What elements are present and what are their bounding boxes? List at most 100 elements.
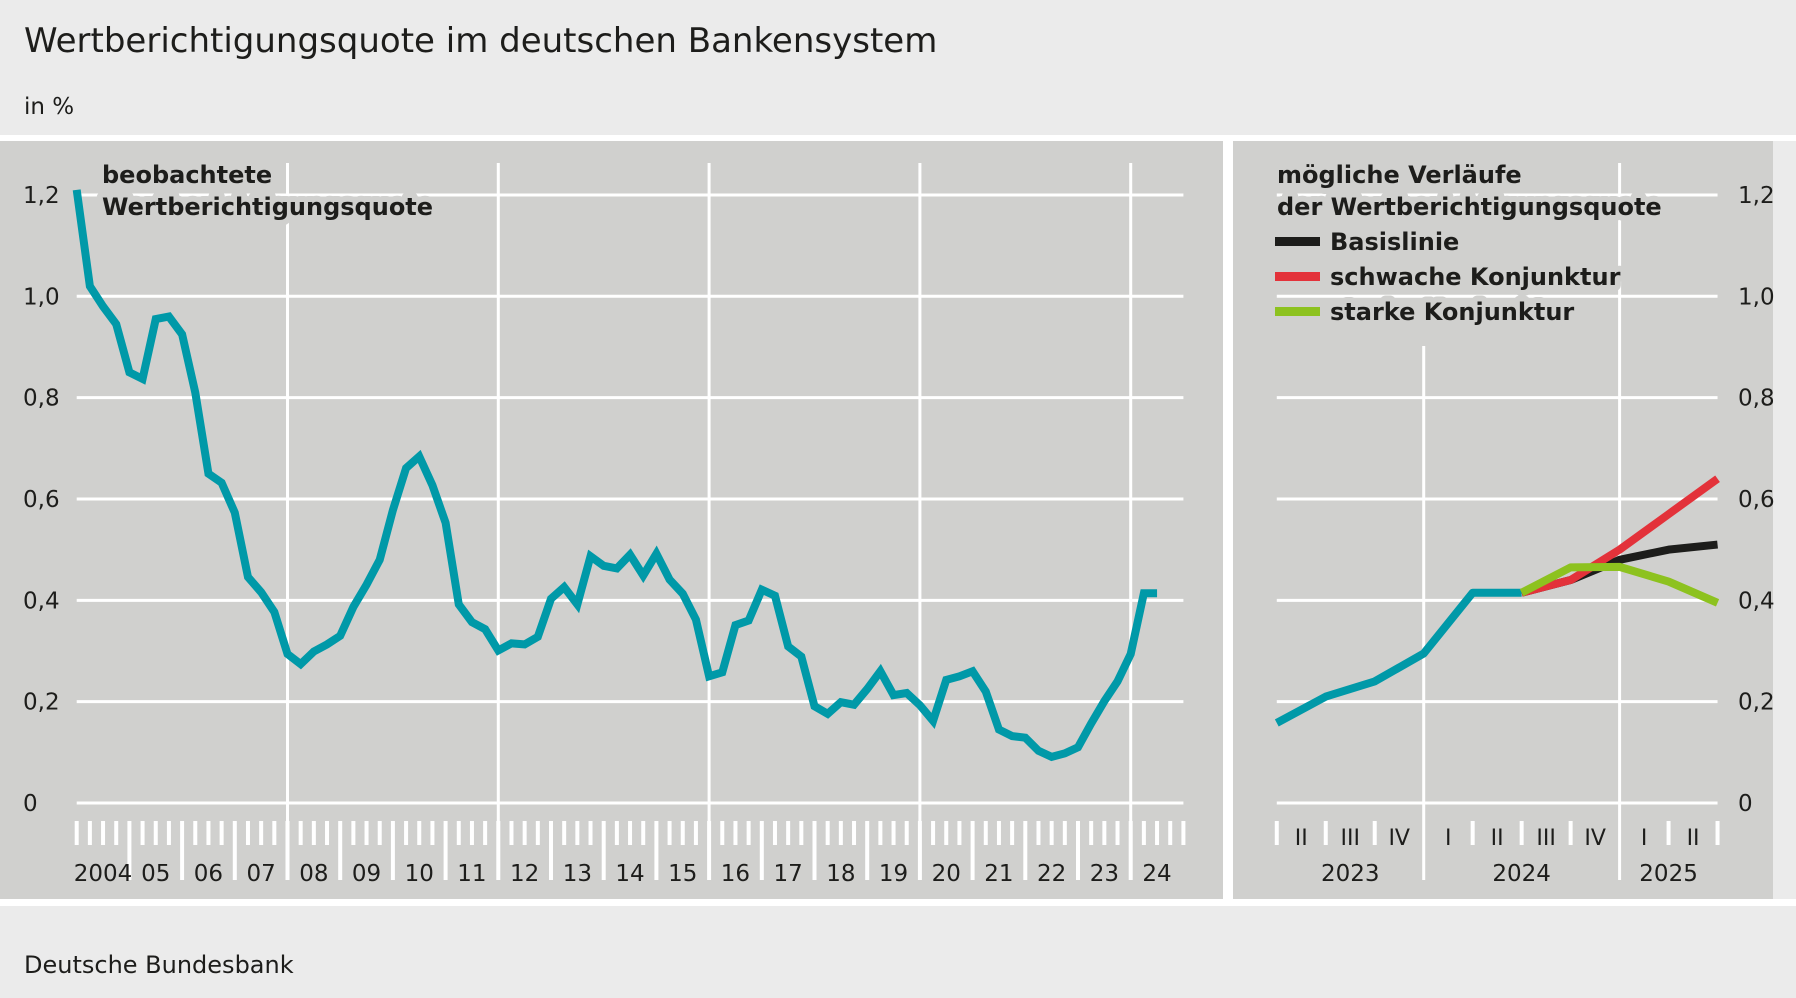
legend-label: starke Konjunktur [1330, 298, 1574, 326]
quarter-label: II [1491, 826, 1504, 851]
year-tick [759, 821, 764, 880]
y-tick-label: 0 [23, 791, 38, 817]
quarter-tick [166, 821, 171, 845]
y-tick-label: 1,2 [23, 183, 60, 209]
quarter-label: III [1341, 826, 1360, 851]
quarter-tick [469, 821, 474, 845]
legend-label: schwache Konjunktur [1330, 263, 1621, 291]
y-tick-label: 0 [1738, 791, 1753, 817]
quarter-tick [1036, 821, 1041, 845]
quarter-tick [74, 821, 79, 845]
quarter-tick [628, 821, 633, 845]
y-tick-label: 1,0 [23, 284, 60, 310]
year-label: 2023 [1321, 861, 1380, 887]
x-tick-label: 10 [405, 861, 434, 887]
quarter-tick [245, 821, 250, 845]
x-tick-label: 11 [457, 861, 486, 887]
right-panel [1233, 141, 1773, 899]
observed-series-line [72, 189, 1158, 762]
x-tick-label: 13 [563, 861, 592, 887]
year-tick [232, 821, 237, 880]
x-tick-label: 15 [668, 861, 697, 887]
quarter-tick [1666, 821, 1671, 845]
quarter-tick [562, 821, 567, 845]
x-tick-label: 14 [615, 861, 644, 887]
quarter-tick [1181, 821, 1186, 845]
quarter-tick [1141, 821, 1146, 845]
y-tick-label: 0,6 [1738, 487, 1775, 513]
quarter-tick [153, 821, 158, 845]
year-label: 2024 [1492, 861, 1551, 887]
quarter-label: II [1687, 826, 1700, 851]
year-tick [338, 821, 343, 880]
top-divider [0, 135, 1796, 141]
x-tick-label: 17 [774, 861, 803, 887]
x-tick-label: 22 [1037, 861, 1066, 887]
quarter-tick [206, 821, 211, 845]
y-tick-label: 0,8 [23, 386, 60, 412]
quarter-tick [272, 821, 277, 845]
quarter-tick [259, 821, 264, 845]
quarter-tick [1115, 821, 1120, 845]
panel-separator [1223, 141, 1233, 899]
observed-series-line [1274, 588, 1522, 727]
quarter-label: I [1641, 826, 1648, 851]
y-tick-label: 0,2 [23, 690, 60, 716]
quarter-label: I [1445, 826, 1452, 851]
y-tick-label: 1,2 [1738, 183, 1775, 209]
legend-title: mögliche Verläufe [1277, 161, 1522, 189]
quarter-tick [1274, 821, 1279, 845]
quarter-tick [140, 821, 145, 845]
x-tick-label: 21 [984, 861, 1013, 887]
x-tick-label: 12 [510, 861, 539, 887]
quarter-tick [852, 821, 857, 845]
observed-chart: 0 0,2 0,4 0,6 0,8 1,0 1,2 2004 05 06 07 08 09 10 11 12 1… [23, 155, 1186, 887]
x-tick-label: 20 [932, 861, 961, 887]
y-tick-label: 1,0 [1738, 284, 1775, 310]
quarter-tick [522, 821, 527, 845]
strong-economy-series-line [1519, 562, 1720, 607]
quarter-label: IV [1388, 826, 1410, 851]
year-tick [390, 821, 395, 880]
quarter-tick [1715, 821, 1720, 845]
x-tick-label: 05 [141, 861, 170, 887]
series-label: Wertberichtigungsquote [102, 193, 433, 221]
quarter-tick [786, 821, 791, 845]
quarter-tick [101, 821, 106, 845]
unit-label: in % [24, 94, 74, 120]
quarter-tick [680, 821, 685, 845]
quarter-tick [667, 821, 672, 845]
x-tick-label: 08 [299, 861, 328, 887]
y-tick-label: 0,8 [1738, 386, 1775, 412]
quarter-tick [1168, 821, 1173, 845]
quarter-tick [1010, 821, 1015, 845]
legend-label: Basislinie [1330, 228, 1459, 256]
x-tick-label: 16 [721, 861, 750, 887]
y-tick-label: 0,6 [23, 487, 60, 513]
quarter-tick [351, 821, 356, 845]
x-tick-label: 2004 [74, 861, 133, 887]
year-tick [1023, 821, 1028, 880]
quarter-tick [720, 821, 725, 845]
quarter-tick [456, 821, 461, 845]
year-tick [917, 821, 922, 880]
quarter-tick [641, 821, 646, 845]
x-tick-label: 18 [826, 861, 855, 887]
quarter-tick [114, 821, 119, 845]
quarter-tick [1102, 821, 1107, 845]
quarter-tick [772, 821, 777, 845]
quarter-tick [944, 821, 949, 845]
year-tick [180, 821, 185, 880]
bottom-divider [0, 899, 1796, 906]
quarter-tick [1372, 821, 1377, 845]
series-label: beobachtete [102, 161, 272, 189]
x-tick-label: 06 [194, 861, 223, 887]
quarter-tick [575, 821, 580, 845]
quarter-tick [1519, 821, 1524, 845]
quarter-tick [404, 821, 409, 845]
quarter-tick [193, 821, 198, 845]
left-panel [0, 141, 1223, 899]
quarter-tick [996, 821, 1001, 845]
y-tick-label: 0,4 [1738, 588, 1775, 614]
